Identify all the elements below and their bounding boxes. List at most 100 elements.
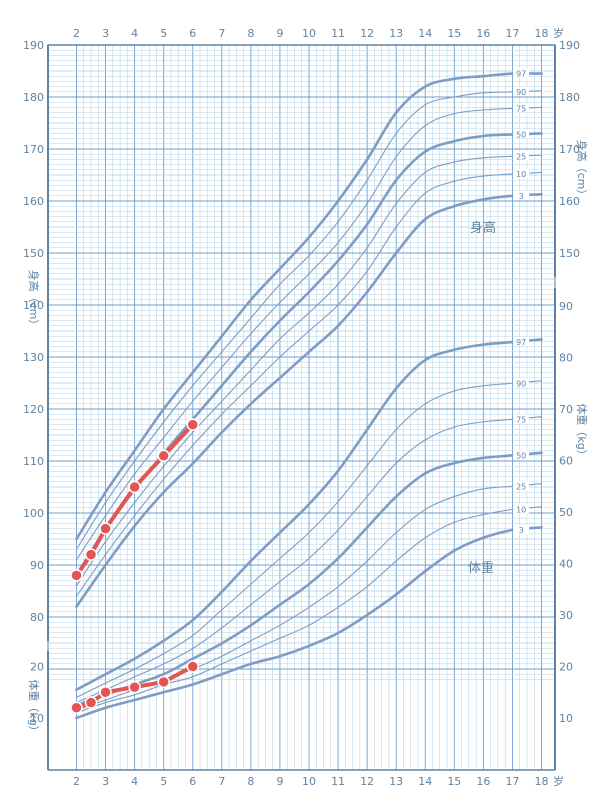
height-child-point — [84, 548, 98, 561]
height-percentile-25-label: 25 — [516, 152, 526, 161]
x-tick-label-top: 9 — [276, 27, 283, 40]
x-tick-label-top: 10 — [302, 27, 316, 40]
height-tick-label-right: 150 — [559, 247, 580, 260]
height-percentile-90-line — [75, 90, 543, 550]
x-tick-label-top: 15 — [447, 27, 461, 40]
weight-child-point — [99, 686, 112, 699]
height-child-point — [70, 569, 83, 582]
weight-child-point — [70, 701, 83, 714]
height-percentile-10-line — [75, 171, 543, 597]
weight-percentile-97-label: 97 — [516, 338, 526, 347]
x-tick-label-top: 4 — [131, 27, 138, 40]
height-percentile-97-label-bg — [513, 68, 530, 78]
height-percentile-75-line — [75, 106, 543, 561]
x-unit-top: 岁 — [553, 26, 564, 40]
x-tick-label-bottom: 12 — [360, 775, 374, 788]
weight-tick-label-right: 70 — [559, 403, 573, 416]
height-tick-label-right: 170 — [559, 143, 580, 156]
x-tick-label-bottom: 6 — [189, 775, 196, 788]
height-tick-label-left: 80 — [30, 611, 44, 624]
weight-child-point — [128, 680, 141, 694]
height-percentile-50-label-bg — [513, 129, 530, 139]
height-percentile-3-line — [75, 192, 543, 608]
x-tick-label-top: 6 — [189, 27, 196, 40]
x-tick-label-top: 16 — [476, 27, 490, 40]
tick-labels: 2 2 3 3 4 4 5 5 6 6 7 7 8 8 9 9 10 10 11 11 12 12 13 13 14 14 15 15… — [23, 27, 580, 788]
x-tick-label-bottom: 14 — [418, 775, 432, 788]
x-tick-label-bottom: 16 — [476, 775, 490, 788]
height-percentile-50-label: 50 — [516, 130, 526, 139]
x-tick-label-bottom: 5 — [160, 775, 167, 788]
height-inline-label: 身高 — [470, 220, 496, 236]
height-tick-label-right: 180 — [559, 91, 580, 104]
x-tick-label-bottom: 15 — [447, 775, 461, 788]
weight-tick-label-right: 90 — [559, 300, 573, 313]
weight-axis-title-right: 体重（kg） — [575, 403, 589, 460]
grid — [48, 44, 555, 770]
weight-percentile-75-label: 75 — [516, 415, 526, 424]
weight-axis-title-left: 体重（kg） — [27, 679, 41, 736]
percentile-curves: 97 90 75 50 25 10 3 97 90 75 50 25 10 3 — [75, 68, 543, 720]
weight-percentile-25-label-bg — [513, 481, 530, 491]
x-tick-label-top: 7 — [218, 27, 225, 40]
height-percentile-25-line — [75, 154, 543, 587]
weight-inline-label: 体重 — [468, 560, 494, 576]
height-tick-label-left: 90 — [30, 559, 44, 572]
weight-percentile-97-line — [75, 338, 543, 691]
weight-child-point — [186, 660, 199, 673]
weight-percentile-50-line — [75, 451, 543, 707]
x-tick-label-top: 18 — [535, 27, 549, 40]
weight-tick-label-right: 10 — [559, 712, 573, 725]
height-tick-label-left: 110 — [23, 455, 44, 468]
height-tick-label-left: 170 — [23, 143, 44, 156]
height-percentile-10-label-bg — [513, 168, 530, 178]
height-axis-title-right: 身高（cm） — [575, 140, 589, 201]
x-tick-label-top: 13 — [389, 27, 403, 40]
height-percentile-75-label-bg — [513, 103, 530, 113]
weight-percentile-97-label-bg — [513, 337, 530, 347]
x-tick-label-bottom: 11 — [331, 775, 345, 788]
weight-percentile-3-line — [75, 526, 543, 720]
weight-tick-label-right: 80 — [559, 352, 573, 365]
weight-percentile-50-label-bg — [513, 450, 530, 460]
x-tick-label-top: 3 — [102, 27, 109, 40]
height-tick-label-left: 160 — [23, 195, 44, 208]
height-tick-label-left: 190 — [23, 39, 44, 52]
x-tick-label-top: 14 — [418, 27, 432, 40]
x-tick-label-top: 11 — [331, 27, 345, 40]
weight-percentile-25-label: 25 — [516, 482, 526, 491]
height-tick-label-right: 190 — [559, 39, 580, 52]
height-percentile-97-line — [75, 72, 543, 541]
x-tick-label-top: 5 — [160, 27, 167, 40]
weight-percentile-50-label: 50 — [516, 451, 526, 460]
x-tick-label-bottom: 2 — [73, 775, 80, 788]
weight-tick-label-right: 60 — [559, 455, 573, 468]
child-measurements — [70, 418, 199, 714]
height-percentile-90-label-bg — [513, 86, 530, 96]
weight-percentile-3-label: 3 — [519, 526, 524, 535]
weight-percentile-75-label-bg — [513, 414, 530, 424]
weight-percentile-10-label-bg — [513, 504, 530, 514]
weight-tick-label-right: 20 — [559, 661, 573, 674]
weight-child-point — [157, 675, 170, 689]
x-tick-label-bottom: 13 — [389, 775, 403, 788]
height-tick-label-right: 160 — [559, 195, 580, 208]
weight-percentile-75-line — [75, 416, 543, 704]
x-tick-label-bottom: 7 — [218, 775, 225, 788]
height-percentile-97-label: 97 — [516, 70, 526, 79]
x-tick-label-bottom: 18 — [535, 775, 549, 788]
weight-percentile-10-label: 10 — [516, 505, 526, 514]
x-tick-label-bottom: 8 — [247, 775, 254, 788]
x-unit-bottom: 岁 — [553, 774, 564, 788]
height-child-point — [157, 449, 170, 463]
weight-percentile-10-line — [75, 506, 543, 714]
height-percentile-3-label: 3 — [519, 192, 524, 201]
weight-percentile-90-line — [75, 380, 543, 698]
x-tick-label-top: 8 — [247, 27, 254, 40]
height-percentile-25-label-bg — [513, 151, 530, 161]
chart-frame — [47, 44, 556, 771]
height-percentile-75-label: 75 — [516, 104, 526, 113]
weight-tick-label-right: 50 — [559, 506, 573, 519]
x-tick-label-top: 2 — [73, 27, 80, 40]
